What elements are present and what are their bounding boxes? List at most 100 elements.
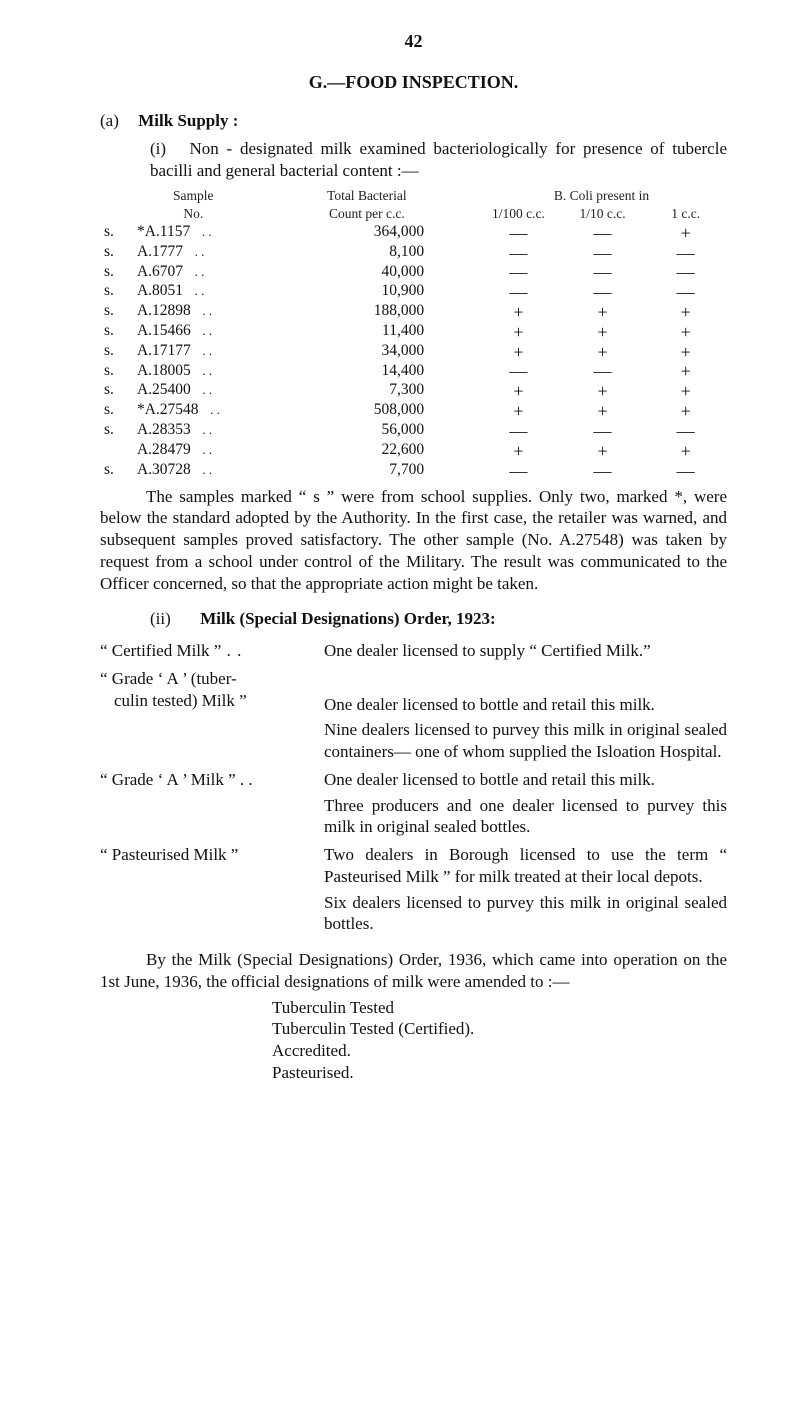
cell-sample: A.6707 . . — [133, 262, 254, 282]
samples-paragraph: The samples marked “ s ” were from schoo… — [100, 486, 727, 595]
cell-b3: + — [644, 361, 727, 381]
cell-b1: — — [476, 242, 561, 262]
cell-count: 188,000 — [254, 301, 476, 321]
cell-s: s. — [100, 321, 133, 341]
cell-sample: A.15466 . . — [133, 321, 254, 341]
table-row: s.A.6707 . .40,000——— — [100, 262, 727, 282]
table-row: s.*A.1157 . .364,000——+ — [100, 222, 727, 242]
cell-b1: — — [476, 361, 561, 381]
table-row: s.A.15466 . .11,400+++ — [100, 321, 727, 341]
milk-supply-heading: Milk Supply : — [138, 111, 238, 130]
cell-s: s. — [100, 341, 133, 361]
page: 42 G.—FOOD INSPECTION. (a) Milk Supply :… — [0, 0, 801, 1416]
list-item: Pasteurised. — [272, 1062, 727, 1084]
label-a: (a) — [100, 110, 134, 132]
cell-b3: — — [644, 420, 727, 440]
table-row: s.A.25400 . .7,300+++ — [100, 380, 727, 400]
table-row: s.A.18005 . .14,400——+ — [100, 361, 727, 381]
cell-count: 7,700 — [254, 460, 476, 480]
def-certified-body: One dealer licensed to supply “ Certi­fi… — [324, 640, 727, 666]
cell-s: s. — [100, 420, 133, 440]
cell-count: 56,000 — [254, 420, 476, 440]
dots-icon — [221, 641, 242, 660]
cell-sample: A.30728 . . — [133, 460, 254, 480]
table-row: s.A.28353 . .56,000——— — [100, 420, 727, 440]
cell-b2: — — [561, 242, 645, 262]
label-i: (i) — [150, 139, 166, 158]
th-count: Count per c.c. — [254, 205, 476, 222]
th-b-group: B. Coli present in — [476, 187, 727, 204]
list-item: Tuberculin Tested (Certified). — [272, 1018, 727, 1040]
para-i-text: Non - designated milk examined bacteriol… — [150, 139, 727, 180]
cell-sample: A.12898 . . — [133, 301, 254, 321]
subsection-ii-line: (ii) Milk (Special Designations) Order, … — [100, 608, 727, 630]
cell-s: s. — [100, 361, 133, 381]
amended-designations-list: Tuberculin TestedTuberculin Tested (Cert… — [272, 997, 727, 1084]
cell-b2: — — [561, 420, 645, 440]
cell-s: s. — [100, 222, 133, 242]
cell-b2: — — [561, 361, 645, 381]
cell-b2: + — [561, 440, 645, 460]
cell-b1: — — [476, 420, 561, 440]
cell-b3: + — [644, 301, 727, 321]
cell-b2: — — [561, 281, 645, 301]
label-ii: (ii) — [100, 608, 196, 630]
th-b2: 1/10 c.c. — [561, 205, 645, 222]
cell-b1: + — [476, 341, 561, 361]
cell-sample: A.28353 . . — [133, 420, 254, 440]
cell-sample: A.28479 . . — [133, 440, 254, 460]
table-row: s.A.30728 . .7,700——— — [100, 460, 727, 480]
cell-b1: + — [476, 400, 561, 420]
cell-b2: — — [561, 222, 645, 242]
th-b1: 1/100 c.c. — [476, 205, 561, 222]
th-total: Total Bacterial — [254, 187, 476, 204]
cell-b3: — — [644, 262, 727, 282]
table-row: A.28479 . .22,600+++ — [100, 440, 727, 460]
cell-b1: — — [476, 460, 561, 480]
cell-count: 8,100 — [254, 242, 476, 262]
cell-s: s. — [100, 301, 133, 321]
cell-sample: *A.1157 . . — [133, 222, 254, 242]
table-row: s.*A.27548 . .508,000+++ — [100, 400, 727, 420]
cell-s: s. — [100, 262, 133, 282]
cell-b2: — — [561, 262, 645, 282]
def-certified: “ Certified Milk ” One dealer licensed t… — [100, 640, 727, 666]
cell-sample: A.17177 . . — [133, 341, 254, 361]
page-number: 42 — [100, 30, 727, 53]
cell-s: s. — [100, 460, 133, 480]
cell-b2: + — [561, 400, 645, 420]
cell-count: 14,400 — [254, 361, 476, 381]
cell-sample: A.25400 . . — [133, 380, 254, 400]
cell-b1: — — [476, 222, 561, 242]
cell-sample: A.18005 . . — [133, 361, 254, 381]
cell-b3: + — [644, 400, 727, 420]
cell-s: s. — [100, 281, 133, 301]
th-b3: 1 c.c. — [644, 205, 727, 222]
cell-count: 40,000 — [254, 262, 476, 282]
def-grade-a-term: “ Grade ‘ A ’ Milk ” . . — [100, 769, 324, 842]
cell-b3: + — [644, 321, 727, 341]
cell-b2: + — [561, 380, 645, 400]
def-grade-a: “ Grade ‘ A ’ Milk ” . . One dealer lice… — [100, 769, 727, 842]
cell-s: s. — [100, 380, 133, 400]
cell-b3: + — [644, 222, 727, 242]
cell-sample: A.1777 . . — [133, 242, 254, 262]
cell-b2: + — [561, 301, 645, 321]
ii-heading: Milk (Special Designations) Order, 1923: — [200, 609, 495, 628]
list-item: Accredited. — [272, 1040, 727, 1062]
table-row: s.A.17177 . .34,000+++ — [100, 341, 727, 361]
cell-b3: + — [644, 440, 727, 460]
bacterial-table: Sample Total Bacterial B. Coli present i… — [100, 187, 727, 479]
cell-b1: + — [476, 380, 561, 400]
def-grade-a-tuber-term: “ Grade ‘ A ’ (tuber- culin tested) Milk… — [100, 668, 324, 767]
cell-b1: — — [476, 262, 561, 282]
cell-b3: + — [644, 341, 727, 361]
cell-sample: A.8051 . . — [133, 281, 254, 301]
cell-count: 7,300 — [254, 380, 476, 400]
cell-s — [100, 440, 133, 460]
cell-count: 11,400 — [254, 321, 476, 341]
cell-b3: + — [644, 380, 727, 400]
cell-b1: + — [476, 301, 561, 321]
cell-b3: — — [644, 460, 727, 480]
th-no: No. — [133, 205, 254, 222]
